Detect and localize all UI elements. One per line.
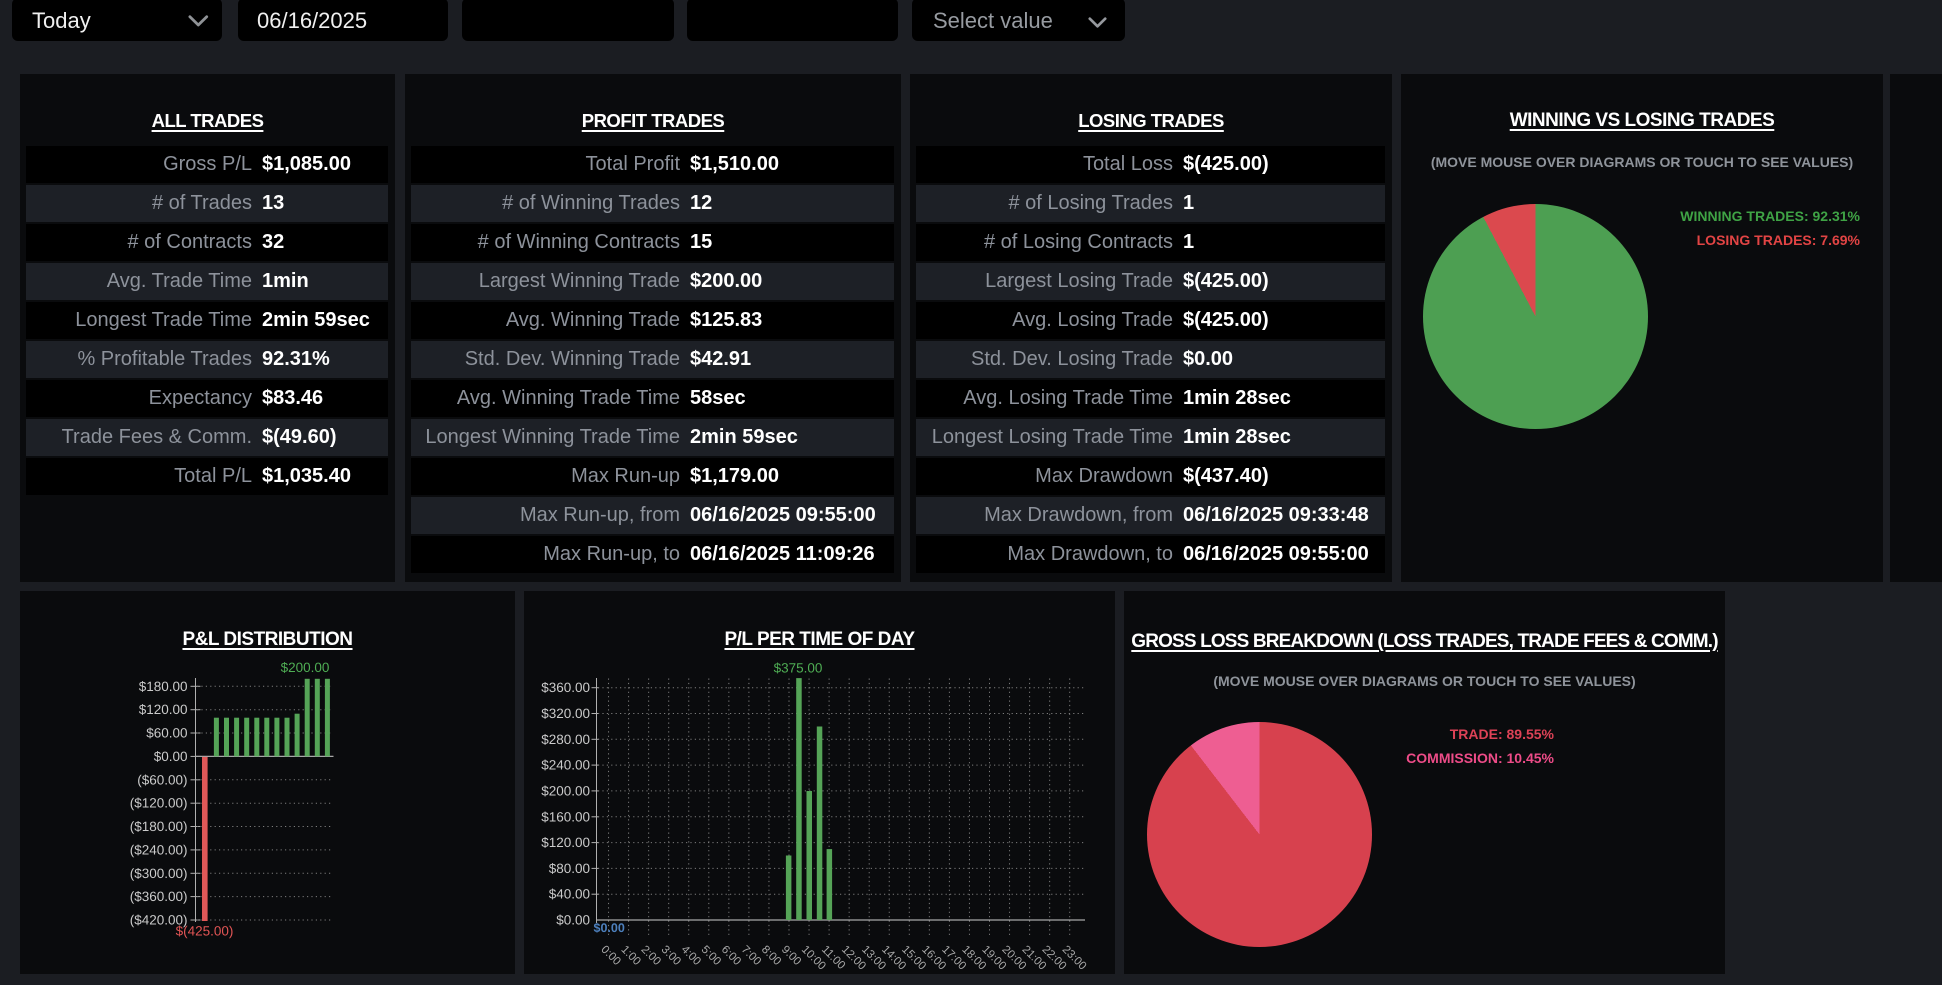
svg-text:$40.00: $40.00 (549, 887, 590, 902)
svg-text:$120.00: $120.00 (541, 835, 590, 850)
svg-text:$200.00: $200.00 (541, 783, 590, 798)
svg-text:$320.00: $320.00 (541, 706, 590, 721)
svg-text:9:00: 9:00 (779, 944, 803, 968)
svg-text:2:00: 2:00 (639, 944, 663, 968)
svg-text:$240.00: $240.00 (541, 758, 590, 773)
svg-text:$0.00: $0.00 (594, 921, 625, 935)
svg-text:$360.00: $360.00 (541, 680, 590, 695)
svg-text:$80.00: $80.00 (549, 861, 590, 876)
svg-text:0:00: 0:00 (598, 944, 622, 968)
svg-text:($180.00): ($180.00) (130, 819, 188, 834)
svg-text:$0.00: $0.00 (154, 749, 188, 764)
svg-text:4:00: 4:00 (679, 944, 703, 968)
svg-text:($120.00): ($120.00) (130, 796, 188, 811)
svg-text:7:00: 7:00 (739, 944, 763, 968)
svg-text:$60.00: $60.00 (146, 726, 187, 741)
svg-text:$375.00: $375.00 (774, 661, 823, 676)
svg-text:5:00: 5:00 (699, 944, 723, 968)
svg-text:$0.00: $0.00 (556, 913, 590, 928)
svg-text:6:00: 6:00 (719, 944, 743, 968)
svg-text:3:00: 3:00 (659, 944, 683, 968)
svg-text:($240.00): ($240.00) (130, 842, 188, 857)
svg-text:($60.00): ($60.00) (137, 772, 187, 787)
svg-text:$280.00: $280.00 (541, 732, 590, 747)
svg-text:1:00: 1:00 (618, 944, 642, 968)
svg-text:$200.00: $200.00 (281, 660, 330, 675)
svg-text:$120.00: $120.00 (139, 702, 188, 717)
svg-text:($360.00): ($360.00) (130, 889, 188, 904)
svg-text:$(425.00): $(425.00) (176, 924, 234, 939)
svg-text:($420.00): ($420.00) (130, 913, 188, 928)
svg-text:$180.00: $180.00 (139, 679, 188, 694)
svg-text:($300.00): ($300.00) (130, 866, 188, 881)
svg-text:8:00: 8:00 (759, 944, 783, 968)
svg-text:$160.00: $160.00 (541, 809, 590, 824)
